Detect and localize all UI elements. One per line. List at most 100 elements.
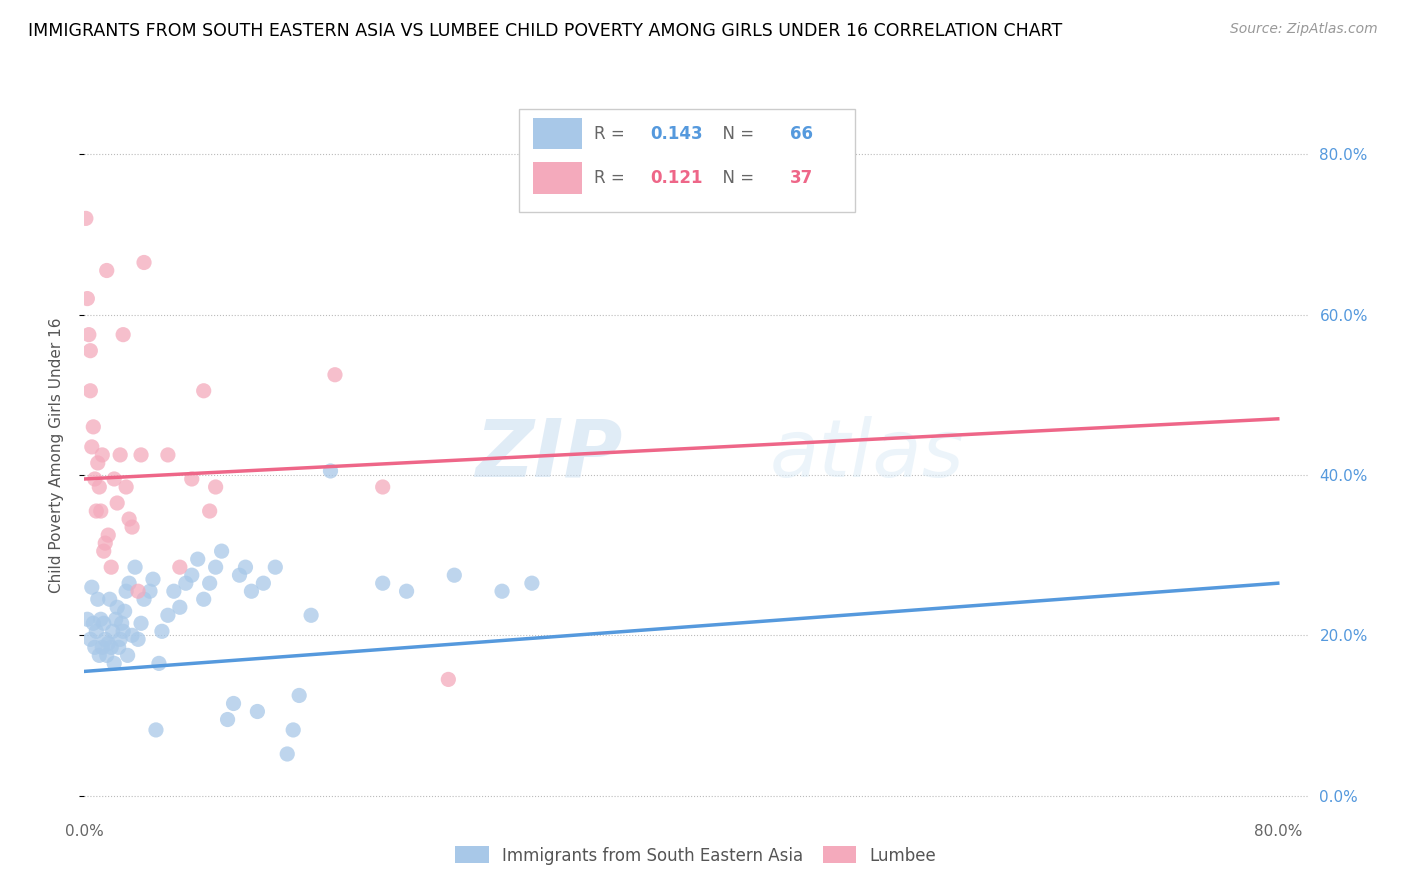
Point <box>217 713 239 727</box>
Point <box>132 255 155 269</box>
Point <box>82 616 104 631</box>
Point <box>288 689 311 703</box>
Point <box>246 705 269 719</box>
Point <box>108 632 131 647</box>
Point <box>91 448 114 462</box>
Point <box>156 608 179 623</box>
Point <box>87 456 110 470</box>
Point <box>283 723 305 737</box>
Point <box>142 572 165 586</box>
FancyBboxPatch shape <box>519 109 855 212</box>
Point <box>77 327 100 342</box>
Legend: Immigrants from South Eastern Asia, Lumbee: Immigrants from South Eastern Asia, Lumb… <box>449 839 943 871</box>
Point <box>371 480 394 494</box>
Point <box>79 343 101 358</box>
Point <box>103 472 125 486</box>
Point <box>193 384 215 398</box>
Point <box>127 632 149 647</box>
Point <box>111 616 134 631</box>
Point <box>121 520 143 534</box>
Point <box>96 263 118 277</box>
Point <box>129 448 152 462</box>
Point <box>127 584 149 599</box>
Point <box>90 504 112 518</box>
Text: R =: R = <box>595 169 630 187</box>
Point <box>115 584 138 599</box>
Point <box>276 747 298 761</box>
Point <box>198 504 221 518</box>
Text: R =: R = <box>595 125 630 143</box>
Point <box>132 592 155 607</box>
Point <box>148 657 170 671</box>
Point <box>87 592 110 607</box>
Text: 0.143: 0.143 <box>651 125 703 143</box>
Text: N =: N = <box>711 169 759 187</box>
Text: N =: N = <box>711 125 759 143</box>
Text: 37: 37 <box>790 169 814 187</box>
Point <box>169 600 191 615</box>
Point <box>112 327 135 342</box>
Point <box>319 464 342 478</box>
Point <box>108 448 131 462</box>
Point <box>252 576 274 591</box>
Point <box>75 211 97 226</box>
Point <box>101 624 124 639</box>
Point <box>323 368 346 382</box>
Point <box>129 616 152 631</box>
Point <box>371 576 394 591</box>
Point <box>79 384 101 398</box>
Point <box>79 632 101 647</box>
Point <box>180 472 202 486</box>
Point <box>520 576 543 591</box>
Point <box>204 560 226 574</box>
Point <box>80 440 103 454</box>
Point <box>94 536 117 550</box>
Point <box>107 640 129 655</box>
Text: 66: 66 <box>790 125 813 143</box>
Point <box>100 560 122 574</box>
Point <box>156 448 179 462</box>
Point <box>103 657 125 671</box>
Point <box>105 600 128 615</box>
Point <box>112 624 135 639</box>
Point <box>97 636 120 650</box>
Point <box>104 612 127 626</box>
Point <box>118 512 141 526</box>
Point <box>93 616 115 631</box>
Point <box>145 723 167 737</box>
Point <box>114 604 136 618</box>
Bar <box>533 118 582 150</box>
Point <box>121 628 143 642</box>
Text: 0.121: 0.121 <box>651 169 703 187</box>
Point <box>204 480 226 494</box>
Point <box>80 580 103 594</box>
Point <box>299 608 322 623</box>
Point <box>83 640 105 655</box>
Text: ZIP: ZIP <box>475 416 623 494</box>
Point <box>96 648 118 663</box>
Point <box>437 673 460 687</box>
Point <box>150 624 173 639</box>
Point <box>240 584 263 599</box>
Point <box>105 496 128 510</box>
Point <box>93 544 115 558</box>
Point <box>163 584 186 599</box>
Point <box>100 640 122 655</box>
Text: IMMIGRANTS FROM SOUTH EASTERN ASIA VS LUMBEE CHILD POVERTY AMONG GIRLS UNDER 16 : IMMIGRANTS FROM SOUTH EASTERN ASIA VS LU… <box>28 22 1063 40</box>
Point <box>235 560 257 574</box>
Text: atlas: atlas <box>769 416 965 494</box>
Point <box>180 568 202 582</box>
Point <box>264 560 287 574</box>
Point <box>98 592 121 607</box>
Point <box>211 544 233 558</box>
Point <box>84 504 107 518</box>
Point <box>76 292 98 306</box>
Point <box>222 697 245 711</box>
Point <box>187 552 209 566</box>
Point <box>89 648 111 663</box>
Point <box>491 584 513 599</box>
Point <box>90 612 112 626</box>
Point <box>174 576 197 591</box>
Point <box>83 472 105 486</box>
Point <box>395 584 418 599</box>
